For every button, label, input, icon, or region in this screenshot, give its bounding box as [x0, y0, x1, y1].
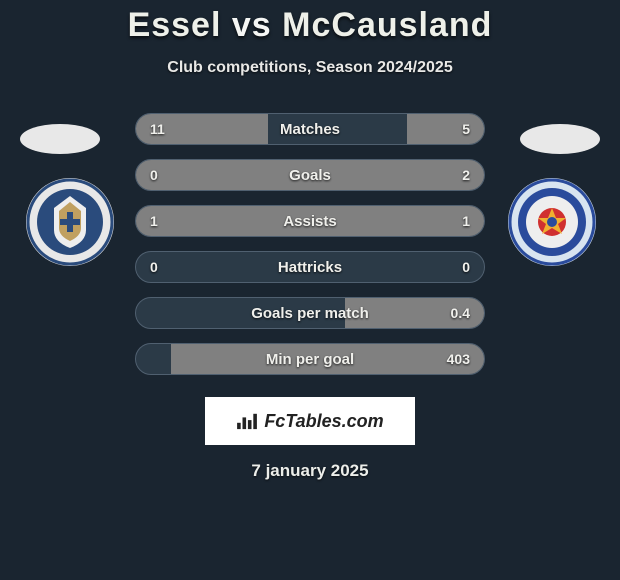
bar-chart-icon	[236, 412, 258, 430]
stat-value-left: 1	[136, 213, 196, 229]
stat-value-right: 1	[424, 213, 484, 229]
subtitle: Club competitions, Season 2024/2025	[167, 59, 452, 77]
stat-row: 1Assists1	[135, 205, 485, 237]
player1-avatar	[20, 124, 100, 154]
shield-icon	[26, 178, 114, 266]
stat-label: Min per goal	[196, 351, 424, 368]
stat-value-right: 0	[424, 259, 484, 275]
stat-value-left: 11	[136, 121, 196, 137]
player2-name: McCausland	[282, 6, 492, 44]
stat-row: Goals per match0.4	[135, 297, 485, 329]
stat-row: 11Matches5	[135, 113, 485, 145]
stat-row: 0Hattricks0	[135, 251, 485, 283]
stat-value-left: 0	[136, 167, 196, 183]
comparison-card: Essel vs McCausland Club competitions, S…	[0, 0, 620, 580]
stat-label: Assists	[196, 213, 424, 230]
shield-icon	[508, 178, 596, 266]
vs-label: vs	[232, 6, 272, 44]
brand-text: FcTables.com	[264, 411, 383, 432]
stat-row: 0Goals2	[135, 159, 485, 191]
stat-row: Min per goal403	[135, 343, 485, 375]
stat-value-right: 5	[424, 121, 484, 137]
brand-plate[interactable]: FcTables.com	[205, 397, 415, 445]
stat-value-right: 0.4	[424, 305, 484, 321]
stat-label: Hattricks	[196, 259, 424, 276]
stat-label: Matches	[196, 121, 424, 138]
page-title: Essel vs McCausland	[128, 6, 493, 45]
club-badge-right	[508, 178, 596, 266]
stat-label: Goals per match	[196, 305, 424, 322]
club-badge-left	[26, 178, 114, 266]
stats-list: 11Matches50Goals21Assists10Hattricks0Goa…	[135, 113, 485, 375]
stat-value-right: 2	[424, 167, 484, 183]
player2-avatar	[520, 124, 600, 154]
stat-value-right: 403	[424, 351, 484, 367]
player1-name: Essel	[128, 6, 222, 44]
date-label: 7 january 2025	[251, 461, 368, 481]
stat-value-left: 0	[136, 259, 196, 275]
stat-label: Goals	[196, 167, 424, 184]
